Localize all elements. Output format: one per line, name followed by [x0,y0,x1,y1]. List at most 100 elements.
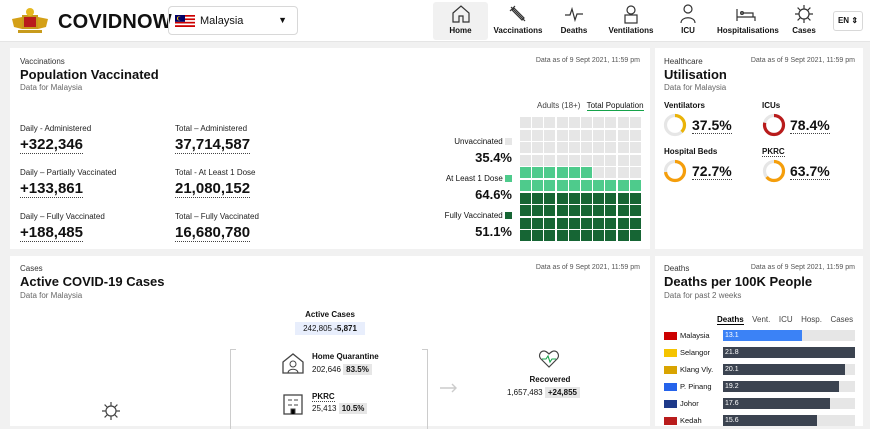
hospital-beds-label: Hospital Beds [664,147,718,156]
daily-administered-value: +322,346 [20,136,83,154]
waffle-cell [544,217,556,229]
language-select[interactable]: EN ⇕ [833,11,863,31]
card-category: Vaccinations [20,57,65,66]
waffle-cell [629,192,641,204]
population-toggle: Adults (18+) Total Population [537,101,644,111]
waffle-cell [556,167,568,179]
state-name: Malaysia [680,331,710,340]
ventilators-gauge [663,113,687,137]
pkrc-flow-stats: 25,413 10.5% [312,403,368,414]
death-bar: 20.1 [723,364,845,375]
waffle-cell [568,180,580,191]
gauge-fill [663,113,687,137]
tab-hosp[interactable]: Hosp. [801,315,822,324]
waffle-cell [556,142,568,154]
waffle-cell [532,205,544,217]
waffle-cell [593,230,605,242]
waffle-cell [520,129,531,141]
total-dose-label: Total - At Least 1 Dose [175,168,256,177]
total-administered-value: 37,714,587 [175,136,251,154]
doctor-icon [680,4,696,24]
waffle-cell [520,230,531,242]
active-cases-delta: -5,871 [334,324,357,333]
waffle-cell [629,142,641,154]
ventilators-label: Ventilators [664,101,705,110]
waffle-cell [568,192,580,204]
syringe-icon [509,5,526,22]
nav-deaths[interactable]: Deaths [553,2,595,40]
vaccination-waffle-grid [520,117,642,243]
waffle-cell [605,142,617,154]
waffle-cell [556,117,568,128]
waffle-cell [556,230,568,242]
virus-icon [102,402,120,420]
waffle-cell [581,129,592,141]
waffle-cell [544,167,556,179]
waffle-cell [532,117,544,128]
waffle-cell [617,167,629,179]
legend-unvaccinated-label: Unvaccinated [454,137,503,146]
card-subtitle: Data for Malaysia [664,83,727,92]
waffle-cell [520,217,531,229]
recovered-stats: 1,657,483 +24,855 [507,387,580,398]
nav-home[interactable]: Home [433,2,488,40]
waffle-cell [617,192,629,204]
card-subtitle: Data for Malaysia [20,83,83,92]
country-name: Malaysia [200,15,244,27]
nav-ventilations-label: Ventilations [608,26,654,35]
toggle-adults[interactable]: Adults (18+) [537,101,581,110]
house-icon [282,353,304,374]
waffle-cell [520,167,531,179]
daily-partial-label: Daily – Partially Vaccinated [20,168,117,177]
malaysia-flag-icon [175,15,195,27]
total-administered-label: Total – Administered [175,124,248,133]
pkrc-value: 63.7% [790,163,830,180]
nav-cases[interactable]: Cases [786,2,822,40]
dose-swatch [505,175,512,183]
tab-deaths[interactable]: Deaths [717,315,744,325]
recovered-delta: +24,855 [544,387,580,398]
legend-full-label: Fully Vaccinated [444,211,503,220]
waffle-cell [568,129,580,141]
flow-bracket-right [422,349,428,429]
card-title: Utilisation [664,67,727,82]
card-subtitle: Data for Malaysia [20,291,83,300]
waffle-cell [520,205,531,217]
waffle-cell [593,129,605,141]
waffle-cell [568,142,580,154]
gauge-fill [663,159,687,183]
country-select[interactable]: Malaysia ▼ [168,6,298,35]
gauge-fill [762,113,786,137]
home-quarantine-value: 202,646 [312,365,341,374]
state-flag-icon [664,400,677,408]
tab-vent[interactable]: Vent. [752,315,771,324]
waffle-cell [568,117,580,128]
death-bar-track: 17.6 [723,398,855,409]
toggle-total[interactable]: Total Population [586,101,644,111]
tab-cases[interactable]: Cases [830,315,854,324]
waffle-cell [520,192,531,204]
waffle-cell [605,129,617,141]
waffle-cell [593,167,605,179]
brand-title[interactable]: COVIDNOW [58,11,172,33]
healthcare-card: Healthcare Data as of 9 Sept 2021, 11:59… [655,48,863,249]
waffle-cell [532,154,544,166]
unvaccinated-swatch [505,138,512,146]
waffle-cell [593,192,605,204]
tab-icu[interactable]: ICU [778,315,793,324]
waffle-cell [556,192,568,204]
nav-ventilations[interactable]: Ventilations [608,2,654,40]
nav-vaccinations[interactable]: Vaccinations [493,2,543,40]
waffle-cell [629,230,641,242]
ventilators-value: 37.5% [692,117,732,134]
state-flag-icon [664,366,677,374]
nav-icu[interactable]: ICU [670,2,706,40]
waffle-cell [556,217,568,229]
waffle-cell [629,129,641,141]
cases-card: Cases Active COVID-19 Cases Data for Mal… [10,256,650,429]
waffle-cell [544,154,556,166]
waffle-cell [605,117,617,128]
card-title: Active COVID-19 Cases [20,274,165,289]
death-bar: 19.2 [723,381,840,392]
nav-hospitalisations[interactable]: Hospitalisations [717,2,779,40]
